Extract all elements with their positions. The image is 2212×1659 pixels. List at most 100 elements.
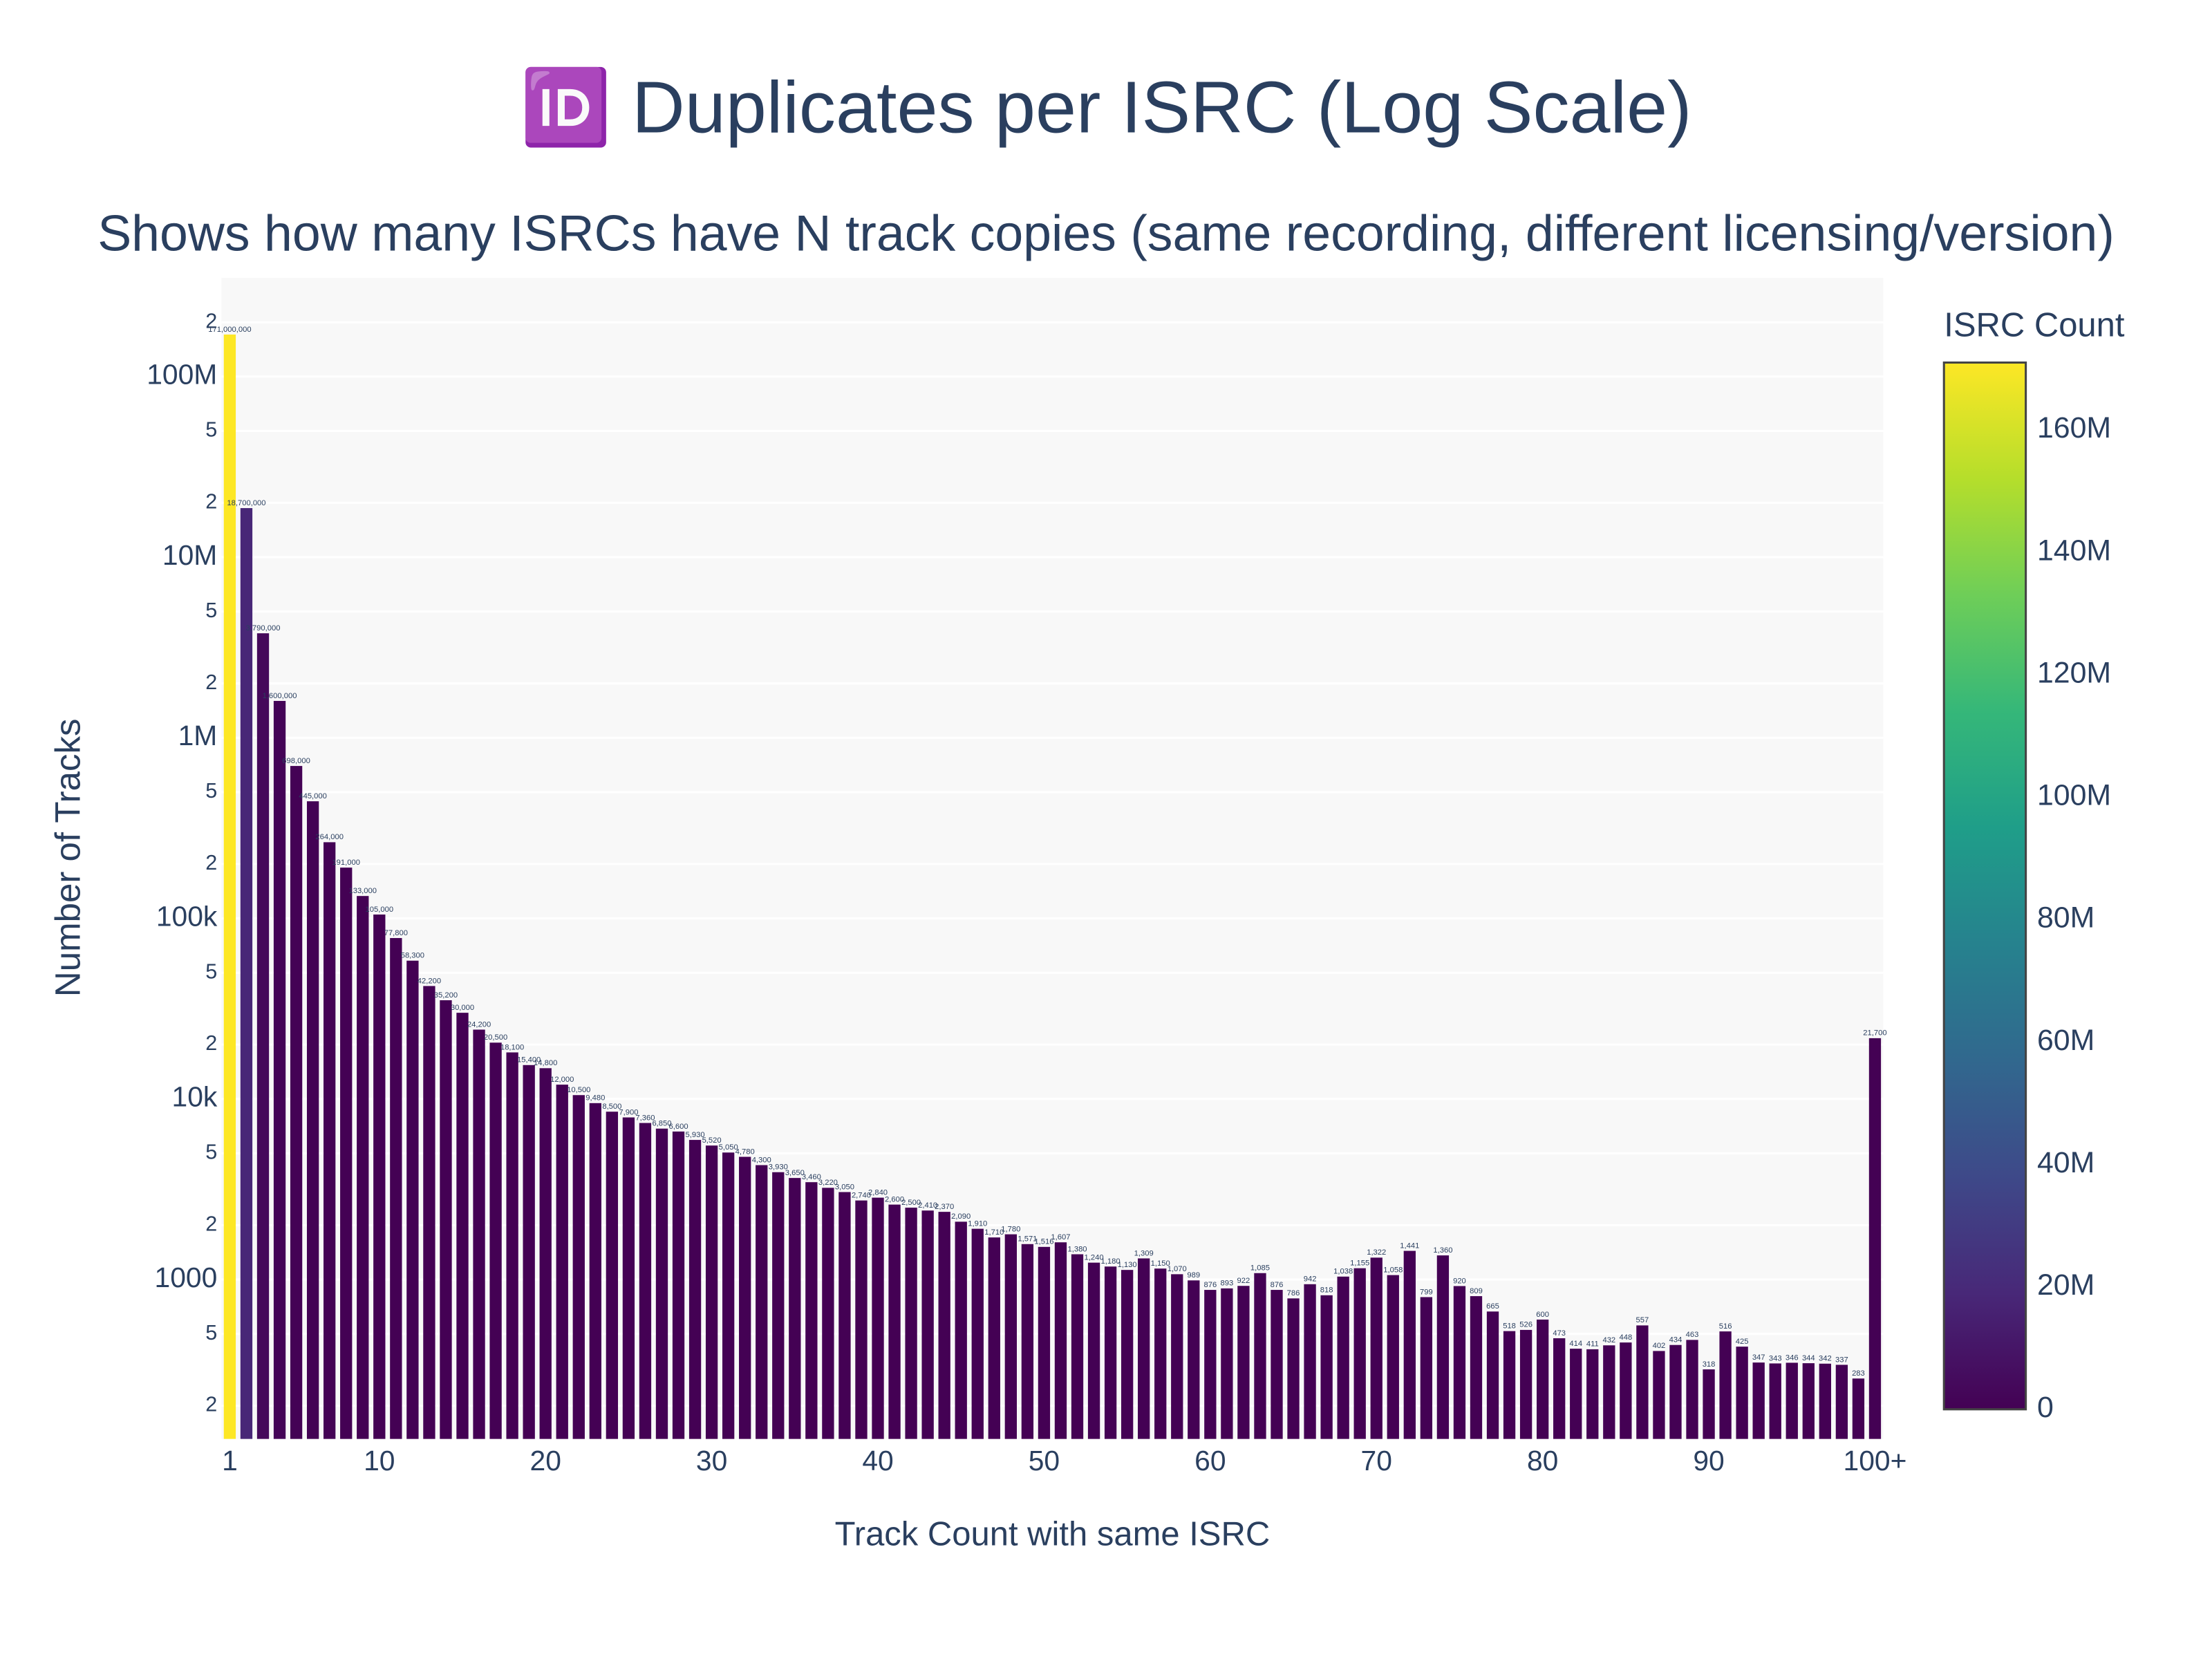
- bar: [822, 1188, 834, 1439]
- data-label: 876: [1203, 1281, 1217, 1289]
- data-label: 3,460: [802, 1173, 821, 1181]
- chart-title: 🆔 Duplicates per ISRC (Log Scale): [521, 65, 1692, 149]
- data-label: 1,155: [1350, 1259, 1369, 1268]
- bar: [739, 1156, 751, 1439]
- data-label: 432: [1602, 1336, 1615, 1344]
- y-tick-label: 10k: [172, 1081, 218, 1113]
- colorbar-tick-label: 0: [2037, 1391, 2054, 1424]
- y-tick-label: 5: [205, 599, 217, 622]
- bar: [1104, 1266, 1117, 1439]
- data-label: 799: [1420, 1288, 1433, 1296]
- bar: [938, 1212, 950, 1439]
- data-label: 342: [1819, 1355, 1832, 1363]
- data-label: 337: [1835, 1356, 1848, 1364]
- bar: [1453, 1286, 1466, 1439]
- data-label: 1,240: [1085, 1253, 1104, 1262]
- bar: [1387, 1275, 1399, 1439]
- bar: [1603, 1345, 1615, 1439]
- bar: [1785, 1362, 1798, 1439]
- y-tick-label: 5: [205, 779, 217, 803]
- x-tick-label: 10: [364, 1445, 395, 1477]
- bar: [1237, 1286, 1250, 1439]
- data-label: 3,930: [769, 1163, 788, 1172]
- data-label: 347: [1752, 1353, 1765, 1362]
- data-label: 171,000,000: [208, 326, 251, 334]
- data-label: 665: [1486, 1302, 1499, 1311]
- bar: [888, 1204, 901, 1439]
- x-tick-label: 50: [1029, 1445, 1060, 1477]
- data-label: 12,000: [550, 1076, 574, 1084]
- colorbar-tick-label: 100M: [2037, 779, 2111, 812]
- y-axis-title: Number of Tracks: [48, 719, 88, 997]
- bar: [1486, 1311, 1499, 1439]
- bar: [805, 1182, 818, 1439]
- data-label: 1,322: [1367, 1248, 1386, 1257]
- bar: [789, 1178, 801, 1439]
- bar: [1221, 1288, 1233, 1439]
- bar: [1370, 1257, 1382, 1439]
- bar: [1171, 1274, 1183, 1439]
- bar: [1353, 1268, 1366, 1439]
- colorbar-tick-label: 20M: [2037, 1268, 2094, 1302]
- bar: [1769, 1363, 1781, 1439]
- bar: [240, 508, 253, 1439]
- y-tick-label: 2: [205, 671, 217, 694]
- y-tick-label: 10M: [162, 539, 217, 571]
- colorbar-tick-label: 140M: [2037, 534, 2111, 567]
- x-tick-label: 80: [1527, 1445, 1558, 1477]
- bar: [1719, 1331, 1732, 1439]
- data-label: 21,700: [1863, 1029, 1886, 1038]
- data-label: 58,300: [401, 952, 424, 960]
- bar: [688, 1140, 702, 1439]
- bar: [1403, 1250, 1416, 1439]
- data-label: 6,600: [668, 1123, 688, 1131]
- data-label: 1,380: [1067, 1245, 1087, 1253]
- bar: [1004, 1234, 1018, 1439]
- data-label: 1,607: [1051, 1233, 1070, 1241]
- data-label: 1,710: [984, 1228, 1004, 1237]
- bar: [1586, 1349, 1599, 1439]
- bar: [1519, 1329, 1533, 1439]
- bar: [324, 842, 336, 1439]
- x-tick-label: 60: [1194, 1445, 1226, 1477]
- data-label: 1,150: [1151, 1259, 1170, 1268]
- bar: [1254, 1273, 1266, 1439]
- bar: [1071, 1254, 1084, 1439]
- data-label: 3,650: [785, 1169, 805, 1177]
- bar: [1553, 1338, 1566, 1439]
- data-label: 2,600: [885, 1195, 904, 1203]
- data-label: 2,840: [868, 1188, 888, 1197]
- bar: [506, 1052, 518, 1439]
- bar: [1819, 1363, 1832, 1439]
- bar: [622, 1117, 635, 1439]
- data-label: 133,000: [348, 887, 377, 895]
- bar: [223, 334, 236, 1439]
- bar: [572, 1095, 585, 1439]
- bar: [838, 1192, 851, 1439]
- data-label: 8,500: [602, 1103, 621, 1111]
- bar: [340, 868, 353, 1439]
- bar: [855, 1200, 868, 1439]
- data-label: 20,500: [484, 1033, 507, 1042]
- data-label: 30,000: [451, 1004, 474, 1012]
- colorbar-tick-label: 40M: [2037, 1146, 2094, 1179]
- bar: [988, 1237, 1000, 1439]
- data-label: 402: [1653, 1342, 1666, 1350]
- bar: [1686, 1340, 1698, 1439]
- bar: [1021, 1244, 1034, 1439]
- bar: [539, 1068, 552, 1439]
- data-label: 2,370: [935, 1203, 954, 1211]
- data-label: 343: [1769, 1354, 1782, 1362]
- colorbar-title: ISRC Count: [1944, 306, 2125, 344]
- x-tick-label: 100+: [1844, 1445, 1907, 1477]
- bar: [905, 1208, 917, 1439]
- bar: [1420, 1297, 1433, 1439]
- plot-area: [221, 278, 1884, 1439]
- data-label: 1,600,000: [263, 692, 297, 700]
- bar: [256, 633, 270, 1439]
- data-label: 920: [1453, 1277, 1466, 1285]
- data-label: 989: [1187, 1271, 1200, 1280]
- bar: [1287, 1298, 1300, 1439]
- colorbar-tick-label: 80M: [2037, 901, 2094, 935]
- bar: [1703, 1369, 1715, 1439]
